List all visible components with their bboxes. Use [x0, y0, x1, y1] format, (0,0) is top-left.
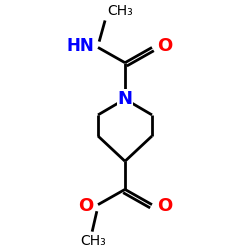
Text: O: O: [78, 197, 94, 215]
Text: CH₃: CH₃: [80, 234, 106, 248]
Text: HN: HN: [66, 36, 94, 54]
Text: CH₃: CH₃: [108, 4, 133, 18]
Text: N: N: [118, 90, 132, 108]
Text: O: O: [157, 197, 172, 215]
Text: O: O: [157, 37, 172, 55]
